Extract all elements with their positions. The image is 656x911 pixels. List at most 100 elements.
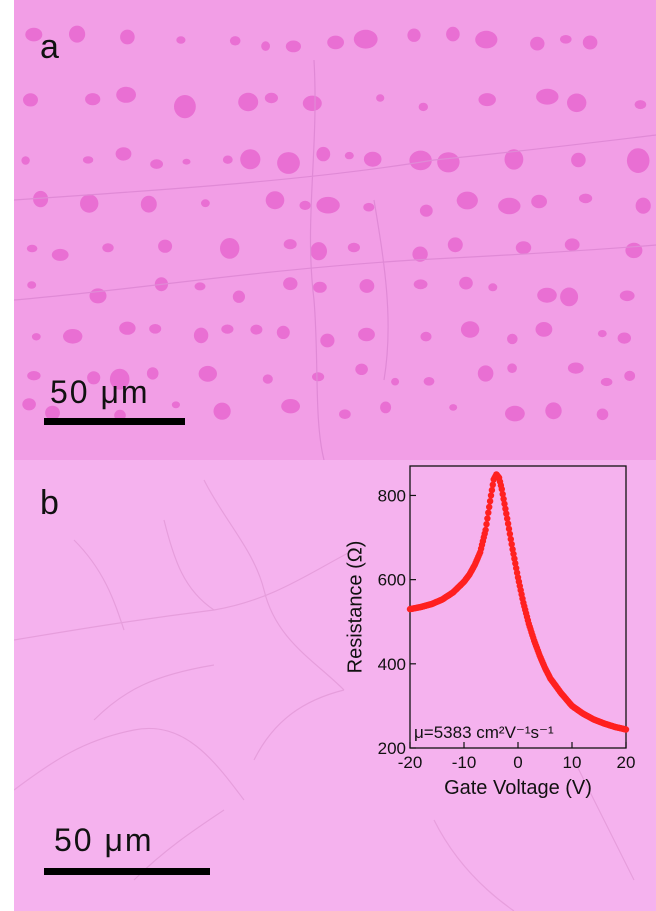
graphene-island bbox=[391, 377, 400, 386]
graphene-island bbox=[596, 408, 609, 421]
graphene-island bbox=[102, 243, 114, 253]
chart-svg: -20 -10 0 10 20 200 400 600 800 Gate Voltage (V)… bbox=[344, 465, 635, 799]
graphene-island bbox=[158, 239, 173, 253]
graphene-island bbox=[80, 194, 99, 213]
graphene-island bbox=[355, 363, 368, 375]
graphene-island bbox=[567, 93, 587, 113]
y-axis-label: Resistance (Ω) bbox=[344, 541, 366, 674]
graphene-island bbox=[25, 27, 43, 42]
graphene-island bbox=[302, 95, 322, 112]
graphene-island bbox=[265, 191, 285, 210]
graphene-island bbox=[560, 35, 572, 44]
y-tick-label: 600 bbox=[378, 571, 406, 590]
data-point bbox=[503, 510, 510, 517]
data-point bbox=[507, 535, 514, 543]
data-point bbox=[502, 505, 509, 512]
graphene-island bbox=[564, 238, 580, 251]
graphene-island bbox=[116, 86, 136, 103]
graphene-island bbox=[339, 409, 351, 420]
graphene-island bbox=[82, 156, 94, 164]
graphene-island bbox=[617, 332, 631, 344]
graphene-island bbox=[221, 324, 234, 334]
data-point bbox=[505, 525, 513, 533]
graphene-island bbox=[45, 405, 60, 421]
data-point bbox=[508, 541, 515, 548]
graphene-island bbox=[460, 321, 480, 338]
graphene-island bbox=[582, 35, 598, 50]
graphene-island bbox=[619, 290, 635, 302]
micrograph-panel-b: b 50 μm bbox=[14, 460, 656, 911]
graphene-island bbox=[459, 276, 473, 290]
graphene-island bbox=[320, 333, 335, 348]
x-axis-label: Gate Voltage (V) bbox=[444, 777, 592, 799]
graphene-island bbox=[347, 242, 360, 253]
graphene-island bbox=[600, 377, 613, 387]
data-point bbox=[483, 521, 490, 528]
scale-bar-b bbox=[44, 868, 210, 875]
graphene-island bbox=[201, 199, 210, 208]
graphene-island bbox=[140, 195, 157, 213]
x-tick-label: -10 bbox=[452, 753, 477, 772]
graphene-island bbox=[285, 40, 301, 53]
graphene-island bbox=[176, 36, 186, 44]
graphene-island bbox=[85, 93, 101, 106]
graphene-island bbox=[87, 371, 101, 385]
graphene-island bbox=[220, 238, 240, 259]
graphene-island bbox=[624, 370, 636, 381]
graphene-island bbox=[579, 193, 593, 204]
graphene-island bbox=[182, 158, 191, 165]
graphene-island bbox=[240, 149, 261, 170]
graphene-island bbox=[446, 26, 460, 42]
data-point bbox=[500, 495, 507, 503]
graphene-island bbox=[536, 88, 559, 105]
graphene-island bbox=[344, 151, 354, 160]
graphene-island bbox=[515, 241, 532, 255]
graphene-island bbox=[418, 102, 428, 112]
graphene-island bbox=[597, 330, 607, 338]
graphene-island bbox=[262, 374, 273, 384]
graphene-island bbox=[530, 36, 545, 51]
graphene-island bbox=[120, 29, 135, 45]
graphene-island bbox=[312, 372, 325, 382]
graphene-island bbox=[412, 246, 428, 262]
graphene-island bbox=[449, 404, 458, 411]
graphene-island bbox=[507, 333, 518, 345]
graphene-island bbox=[281, 399, 300, 414]
y-tick-label: 400 bbox=[378, 655, 406, 674]
graphene-island bbox=[359, 279, 375, 293]
mobility-annotation: μ=5383 cm²V⁻¹s⁻¹ bbox=[414, 723, 554, 742]
graphene-island bbox=[488, 283, 498, 292]
panel-label-a: a bbox=[40, 28, 59, 66]
x-tick-label: 0 bbox=[513, 753, 522, 772]
graphene-island bbox=[409, 150, 432, 171]
data-point bbox=[486, 503, 493, 511]
data-point bbox=[506, 530, 514, 538]
graphene-island bbox=[264, 92, 278, 104]
graphene-island bbox=[26, 244, 38, 253]
graphene-island bbox=[22, 398, 36, 411]
graphene-island bbox=[232, 290, 245, 303]
graphene-island bbox=[261, 41, 270, 51]
graphene-island bbox=[313, 281, 327, 293]
graphene-island bbox=[109, 368, 130, 390]
graphene-island bbox=[316, 146, 331, 162]
resistance-vs-gate-voltage-chart: -20 -10 0 10 20 200 400 600 800 Gate Voltage (V)… bbox=[326, 460, 646, 810]
graphene-island bbox=[229, 36, 241, 46]
graphene-island bbox=[276, 325, 290, 339]
graphene-island bbox=[353, 29, 378, 49]
graphene-island bbox=[63, 329, 83, 344]
graphene-island bbox=[504, 149, 524, 170]
graphene-island bbox=[380, 401, 392, 414]
data-point bbox=[499, 490, 506, 498]
data-point bbox=[488, 486, 496, 494]
graphene-island bbox=[625, 242, 643, 259]
graphene-island bbox=[477, 365, 494, 382]
graphene-island bbox=[222, 155, 233, 164]
graphene-island bbox=[560, 287, 579, 307]
graphene-island bbox=[23, 93, 38, 107]
scale-bar-label-b: 50 μm bbox=[54, 822, 154, 858]
graphene-island bbox=[213, 402, 231, 420]
graphene-island bbox=[498, 197, 521, 215]
graphene-island bbox=[507, 363, 517, 374]
graphene-island bbox=[571, 152, 586, 168]
